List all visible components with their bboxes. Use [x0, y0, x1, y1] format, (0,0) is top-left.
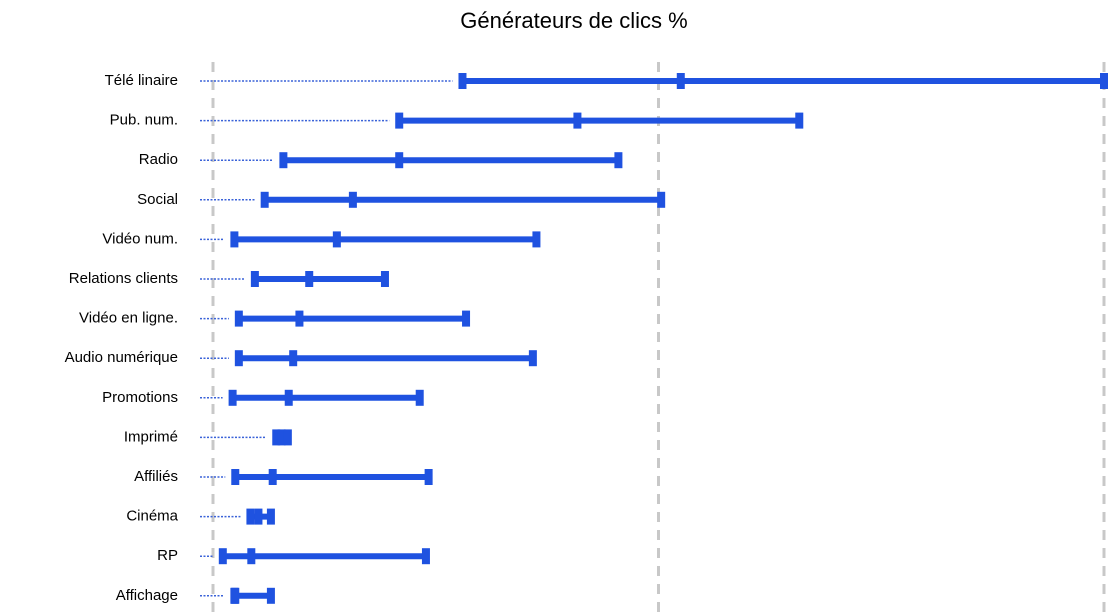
range-marker [462, 310, 471, 327]
range-marker [332, 231, 341, 248]
range-marker [266, 587, 275, 604]
range-marker [279, 152, 288, 169]
range-marker [380, 271, 389, 287]
range-marker [573, 112, 582, 129]
range-marker [676, 73, 685, 89]
range-marker [395, 152, 404, 169]
range-marker [218, 548, 227, 565]
range-marker [1100, 73, 1108, 89]
chart-title: Générateurs de clics % [460, 8, 687, 33]
range-marker [458, 73, 467, 89]
category-label: Imprimé [124, 428, 178, 445]
category-label: Pub. num. [110, 112, 178, 129]
range-marker [231, 469, 240, 485]
range-marker [657, 191, 666, 208]
range-marker [295, 310, 304, 327]
category-label: Audio numérique [65, 349, 178, 366]
range-marker [284, 389, 293, 406]
range-marker [246, 508, 255, 525]
range-marker [528, 350, 537, 367]
range-marker [254, 508, 263, 525]
category-label: Social [137, 191, 178, 208]
range-marker [795, 112, 804, 129]
range-marker [230, 231, 239, 248]
range-marker [283, 429, 292, 446]
range-marker [415, 389, 424, 406]
category-label: Affichage [116, 587, 178, 604]
range-marker [421, 548, 430, 565]
category-label: Radio [139, 151, 178, 168]
range-marker [277, 429, 286, 446]
range-marker [289, 350, 298, 367]
category-label: Affiliés [134, 468, 178, 485]
range-marker [260, 191, 269, 208]
range-marker [234, 310, 243, 327]
range-marker [272, 429, 281, 446]
range-marker [250, 271, 259, 287]
category-label: Cinéma [126, 508, 178, 525]
category-label: Relations clients [69, 270, 178, 287]
category-label: Promotions [102, 389, 178, 406]
range-marker [228, 389, 237, 406]
range-marker [348, 191, 357, 208]
category-label: Télé linaire [105, 72, 178, 89]
range-marker [231, 587, 240, 604]
range-marker [305, 271, 314, 287]
category-label: RP [157, 547, 178, 564]
range-marker [234, 350, 243, 367]
category-label: Vidéo en ligne. [79, 310, 178, 327]
range-marker [532, 231, 541, 248]
range-marker [268, 469, 277, 485]
range-marker [395, 112, 404, 129]
range-marker [266, 508, 275, 525]
range-marker [247, 548, 256, 565]
range-marker [424, 469, 433, 485]
range-marker [614, 152, 623, 169]
category-label: Vidéo num. [102, 230, 178, 247]
